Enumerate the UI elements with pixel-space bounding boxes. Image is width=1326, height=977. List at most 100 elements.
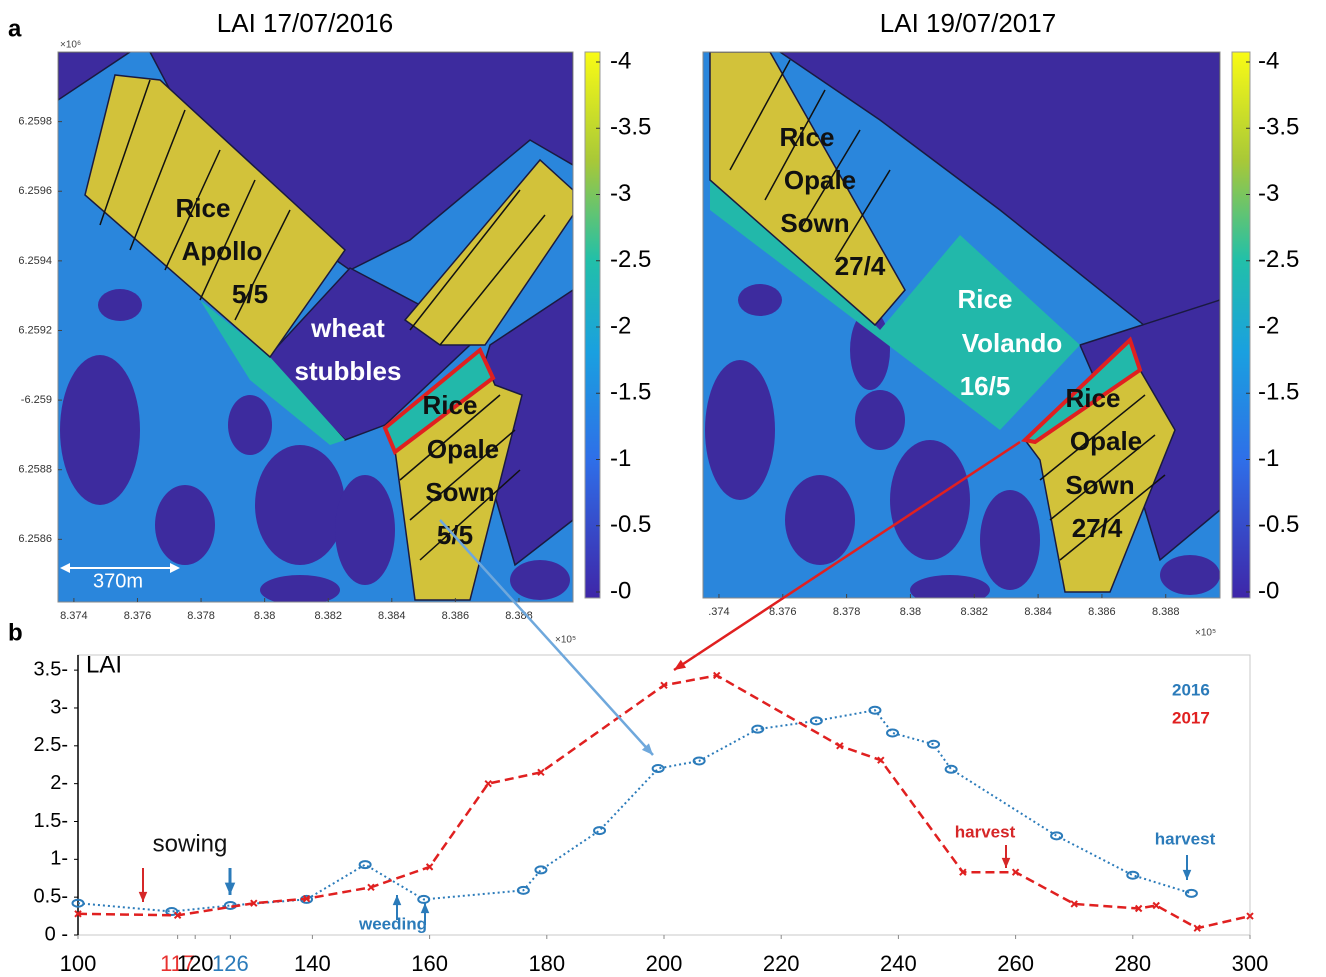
map-annotation: 16/5: [960, 371, 1011, 401]
chart-annotation: weeding: [358, 914, 427, 933]
map-annotation: Sown: [780, 208, 849, 238]
chart-annotation: harvest: [955, 822, 1016, 841]
map-low-patch: [1160, 555, 1220, 595]
panel-label: a: [8, 15, 22, 42]
x-tick-label: 300: [1232, 951, 1269, 976]
x-tick-label: 8.378: [833, 606, 861, 618]
scale-bar-label: 370m: [93, 570, 143, 592]
y-tick-label: 6.2596: [18, 185, 52, 197]
map-low-patch: [980, 490, 1040, 590]
x-tick-label: 8.376: [124, 610, 152, 622]
x-tick-label: 8.378: [187, 610, 215, 622]
x-tick-label: 8.386: [442, 610, 470, 622]
colorbar-tick-label: -1: [1258, 445, 1279, 472]
colorbar-tick-label: -3.5: [1258, 114, 1299, 141]
map-low-patch: [785, 475, 855, 565]
map-low-patch: [335, 475, 395, 585]
x-tick-label: .374: [708, 606, 729, 618]
x-tick-label: 8.386: [1088, 606, 1116, 618]
map-low-patch: [705, 360, 775, 500]
map-annotation: 27/4: [1072, 513, 1123, 543]
colorbar-tick-label: -1.5: [610, 379, 651, 406]
y-tick-label: 3-: [50, 696, 68, 718]
map-annotation: Rice: [780, 122, 835, 152]
plot-area: [78, 655, 1250, 935]
legend-label: 2017: [1172, 708, 1210, 727]
legend-label: 2016: [1172, 680, 1210, 699]
map-annotation: Apollo: [182, 236, 263, 266]
colorbar-tick-label: -0: [1258, 577, 1279, 604]
colorbar-tick-label: -3: [610, 180, 631, 207]
x-tick-label: 8.376: [769, 606, 797, 618]
y-tick-label: 0 -: [45, 923, 68, 945]
colorbar-tick-label: -1.5: [1258, 379, 1299, 406]
colorbar-tick-label: -4: [610, 47, 631, 74]
map-annotation: stubbles: [295, 356, 402, 386]
x-tick-label: 8.382: [314, 610, 342, 622]
colorbar-tick-label: -4: [1258, 47, 1279, 74]
y-tick-label: 6.2598: [18, 116, 52, 128]
colorbar-tick-label: -0.5: [610, 511, 651, 538]
chart-annotation: harvest: [1155, 829, 1216, 848]
x-tick-label: 8.382: [960, 606, 988, 618]
x-tick-label: 100: [60, 951, 97, 976]
x-tick-label: 260: [997, 951, 1034, 976]
x-tick-label: 200: [646, 951, 683, 976]
map-low-patch: [738, 284, 782, 316]
x-tick-label: 160: [411, 951, 448, 976]
y-tick-label: 6.2592: [18, 324, 52, 336]
map-annotation: Opale: [1070, 426, 1142, 456]
map-low-patch: [255, 445, 345, 565]
map-annotation: 5/5: [232, 279, 268, 309]
y-axis-label: LAI: [86, 651, 122, 678]
map-low-patch: [228, 395, 272, 455]
map-annotation: Rice: [423, 390, 478, 420]
map-annotation: wheat: [310, 313, 385, 343]
colorbar-tick-label: -0.5: [1258, 511, 1299, 538]
y-tick-label: 6.2586: [18, 533, 52, 545]
y-tick-label: 1.5-: [34, 810, 68, 832]
colorbar-tick-label: -2: [1258, 312, 1279, 339]
x-tick-label: 8.374: [60, 610, 88, 622]
map-annotation: Sown: [1065, 470, 1134, 500]
map-annotation: Opale: [427, 434, 499, 464]
map-annotation: Rice: [958, 284, 1013, 314]
colorbar-tick-label: -1: [610, 445, 631, 472]
colorbar-tick-label: -0: [610, 577, 631, 604]
map-annotation: Sown: [425, 477, 494, 507]
y-tick-label: 6.2594: [18, 255, 52, 267]
x-tick-label: 8.388: [1152, 606, 1180, 618]
panel-label: b: [8, 619, 23, 646]
map-low-patch: [155, 485, 215, 565]
map-annotation: Opale: [784, 165, 856, 195]
x-tick-label: 8.384: [378, 610, 406, 622]
colorbar: [585, 52, 600, 598]
map-low-patch: [510, 560, 570, 600]
y-tick-label: 2-: [50, 772, 68, 794]
colorbar: [1232, 52, 1250, 598]
x-tick-label: 220: [763, 951, 800, 976]
map-annotation: Rice: [1066, 383, 1121, 413]
map-low-patch: [60, 355, 140, 505]
map-title: LAI 17/07/2016: [217, 8, 393, 38]
colorbar-tick-label: -3: [1258, 180, 1279, 207]
x-tick-label: 8.38: [254, 610, 275, 622]
x-tick-label: 126: [212, 951, 249, 976]
y-tick-label: 2.5-: [34, 734, 68, 756]
x-tick-label: 140: [294, 951, 331, 976]
map-low-patch: [855, 390, 905, 450]
colorbar-tick-label: -2: [610, 312, 631, 339]
map-annotation: 27/4: [835, 251, 886, 281]
x-tick-label: 180: [528, 951, 565, 976]
y-tick-label: 3.5-: [34, 658, 68, 680]
x-tick-label: 240: [880, 951, 917, 976]
y-tick-label: 1-: [50, 848, 68, 870]
y-tick-label: -6.259: [21, 394, 52, 406]
colorbar-tick-label: -2.5: [610, 246, 651, 273]
x-exponent: ×10⁵: [555, 635, 576, 646]
page: {"chart_data": [ {"type": "map", "panel_…: [0, 0, 1326, 977]
map-annotation: Rice: [176, 193, 231, 223]
map-annotation: Volando: [962, 328, 1063, 358]
y-tick-label: 6.2588: [18, 464, 52, 476]
figure: LAI 17/07/2016 a 8.374 8.376 8.378 8.38 8.382 8…: [0, 0, 1326, 977]
